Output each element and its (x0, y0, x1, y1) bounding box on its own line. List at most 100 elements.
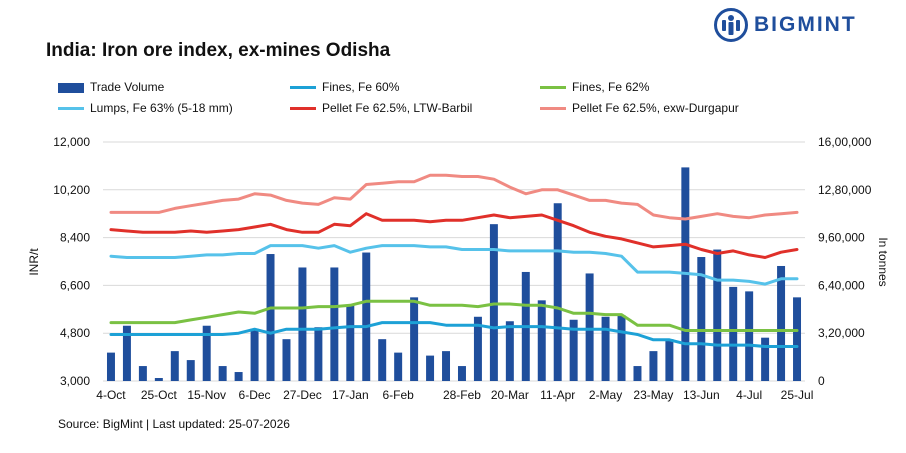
trade-volume-bar (601, 316, 610, 381)
legend-swatch (58, 107, 84, 111)
trade-volume-bar (617, 315, 626, 381)
x-axis-tick-label: 28-Feb (443, 388, 481, 402)
trade-volume-bar (426, 355, 435, 381)
legend-item-pellet-barbil: Pellet Fe 62.5%, LTW-Barbil (290, 101, 472, 115)
trade-volume-bar (777, 265, 786, 381)
left-axis-tick-label: 6,600 (60, 278, 90, 292)
series-line-5 (109, 173, 799, 221)
right-axis-tick-label: 0 (818, 374, 825, 388)
trade-volume-bar (330, 267, 339, 381)
trade-volume-bar (505, 321, 514, 381)
left-axis-label: INR/t (27, 248, 41, 276)
trade-volume-bar (250, 328, 259, 381)
legend-label: Trade Volume (90, 80, 165, 94)
legend-swatch (290, 107, 316, 111)
trade-volume-bar (362, 252, 371, 381)
x-axis-tick-label: 25-Oct (141, 388, 178, 402)
trade-volume-bar (218, 366, 227, 381)
trade-volume-bar (314, 327, 323, 381)
trade-volume-bar (457, 366, 466, 381)
trade-volume-bar (665, 339, 674, 381)
trade-volume-bar (585, 273, 594, 381)
left-axis-tick-label: 12,000 (53, 135, 90, 149)
trade-volume-bar (793, 297, 802, 381)
x-axis-tick-label: 11-Apr (540, 388, 575, 402)
source-note: Source: BigMint | Last updated: 25-07-20… (58, 417, 290, 431)
trade-volume-bar (729, 286, 738, 381)
right-axis-tick-label: 12,80,000 (818, 183, 872, 197)
chart-legend: Trade Volume Fines, Fe 60% Fines, Fe 62%… (58, 80, 858, 120)
trade-volume-bar (234, 372, 243, 381)
trade-volume-bar (649, 351, 658, 381)
left-axis-tick-label: 10,200 (53, 183, 90, 197)
trade-volume-bar (154, 378, 163, 381)
left-axis-tick-label: 8,400 (60, 231, 90, 245)
legend-label: Lumps, Fe 63% (5-18 mm) (90, 101, 233, 115)
x-axis-tick-label: 2-May (589, 388, 622, 402)
trade-volume-bar (202, 325, 211, 381)
trade-volume-bar (282, 339, 291, 381)
x-axis-tick-label: 20-Mar (491, 388, 529, 402)
trade-volume-bar (745, 291, 754, 381)
trade-volume-bar (442, 351, 451, 381)
x-axis-tick-label: 13-Jun (683, 388, 720, 402)
series-line-3 (109, 244, 799, 286)
right-axis-label: In tonnes (876, 237, 890, 286)
trade-volume-bar (633, 366, 642, 381)
series-line-2 (109, 299, 799, 332)
trade-volume-bar (553, 203, 562, 381)
series-line-1 (109, 321, 799, 348)
chart-title: India: Iron ore index, ex-mines Odisha (46, 40, 391, 61)
x-axis-tick-label: 6-Feb (382, 388, 414, 402)
trade-volume-bar (473, 316, 482, 381)
trade-volume-bar (346, 304, 355, 381)
x-axis-ticks: 4-Oct 25-Oct 15-Nov 6-Dec 27-Dec 17-Jan 6-Feb 2… (96, 388, 813, 402)
legend-label: Pellet Fe 62.5%, exw-Durgapur (572, 101, 739, 115)
left-axis-tick-label: 3,000 (60, 374, 90, 388)
x-axis-tick-label: 23-May (633, 388, 673, 402)
x-axis-tick-label: 27-Dec (283, 388, 322, 402)
right-axis-tick-label: 3,20,000 (818, 326, 865, 340)
trade-volume-bar (266, 254, 275, 381)
trade-volume-bar (761, 337, 770, 381)
legend-item-lumps-63: Lumps, Fe 63% (5-18 mm) (58, 101, 233, 115)
trade-volume-bar (713, 249, 722, 381)
x-axis-tick-label: 4-Oct (96, 388, 126, 402)
trade-volume-bar (697, 257, 706, 381)
trade-volume-bar (537, 300, 546, 381)
legend-swatch (540, 107, 566, 111)
bigmint-logo-icon (714, 8, 748, 42)
legend-swatch (540, 86, 566, 90)
trade-volume-bar (170, 351, 179, 381)
brand-name: BIGMINT (754, 13, 857, 36)
trade-volume-bar (394, 352, 403, 381)
trade-volume-bar (138, 366, 147, 381)
trade-volume-bar (186, 360, 195, 381)
series-line-4 (109, 212, 799, 259)
right-axis-tick-label: 6,40,000 (818, 278, 865, 292)
legend-item-trade-volume: Trade Volume (58, 80, 164, 94)
trade-volume-bar (122, 325, 131, 381)
legend-item-fines-60: Fines, Fe 60% (290, 80, 399, 94)
legend-swatch (290, 86, 316, 90)
x-axis-tick-label: 15-Nov (187, 388, 226, 402)
legend-swatch (58, 82, 84, 93)
trade-volume-bar (410, 297, 419, 381)
legend-item-fines-62: Fines, Fe 62% (540, 80, 649, 94)
x-axis-tick-label: 6-Dec (239, 388, 271, 402)
trade-volume-bar (298, 267, 307, 381)
legend-item-pellet-durgapur: Pellet Fe 62.5%, exw-Durgapur (540, 101, 739, 115)
left-axis-tick-label: 4,800 (60, 326, 90, 340)
right-axis-tick-label: 9,60,000 (818, 231, 865, 245)
trade-volume-bar (106, 352, 115, 381)
right-axis-ticks: 0 3,20,000 6,40,000 9,60,000 12,80,000 16,00,… (818, 135, 872, 388)
bigmint-logo: BIGMINT (714, 8, 884, 42)
x-axis-tick-label: 25-Jul (781, 388, 814, 402)
x-axis-tick-label: 4-Jul (736, 388, 762, 402)
trade-volume-bar (569, 319, 578, 381)
legend-label: Fines, Fe 60% (322, 80, 400, 94)
legend-label: Fines, Fe 62% (572, 80, 650, 94)
left-axis-ticks: 3,000 4,800 6,600 8,400 10,200 12,000 (53, 135, 90, 388)
legend-label: Pellet Fe 62.5%, LTW-Barbil (322, 101, 473, 115)
